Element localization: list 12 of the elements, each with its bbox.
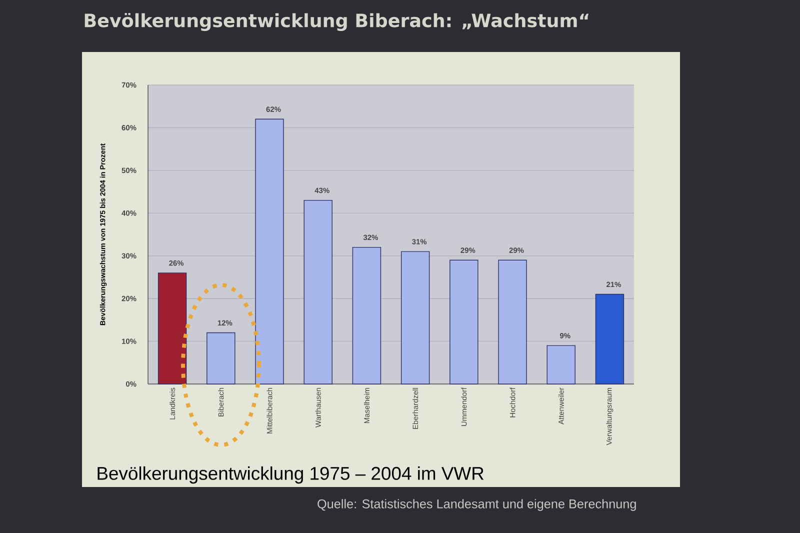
bar (206, 332, 236, 384)
bar (546, 345, 576, 384)
bar (255, 118, 284, 384)
bar (498, 260, 527, 384)
bar (304, 200, 332, 384)
source-note: Quelle: Statistisches Landesamt und eigene Berechnung (318, 499, 636, 511)
bar (595, 294, 624, 384)
bar (450, 260, 478, 384)
bar (352, 246, 382, 384)
bar (400, 251, 430, 384)
chart-title: Bevölkerungsentwicklung Biberach: „Wachstum“ (84, 12, 589, 32)
text: Bevölkerungsentwicklung 1975 – 2004 im VWR (98, 466, 484, 484)
